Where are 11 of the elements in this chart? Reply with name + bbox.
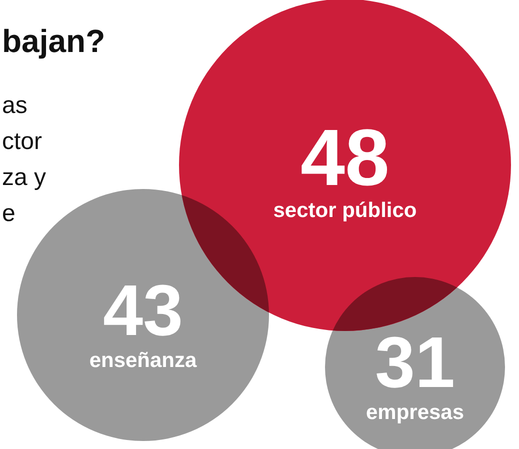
category-label: empresas bbox=[366, 401, 464, 424]
category-label: enseñanza bbox=[89, 349, 198, 372]
category-label: sector público bbox=[273, 199, 417, 222]
text: bajan? bbox=[2, 23, 106, 59]
text: as bbox=[2, 92, 28, 119]
data-label: 43 bbox=[102, 271, 184, 351]
data-label: 48 bbox=[300, 113, 390, 202]
text: e bbox=[2, 200, 16, 227]
text: za y bbox=[2, 164, 46, 191]
data-label: 31 bbox=[374, 323, 456, 403]
text: ctor bbox=[2, 128, 42, 155]
